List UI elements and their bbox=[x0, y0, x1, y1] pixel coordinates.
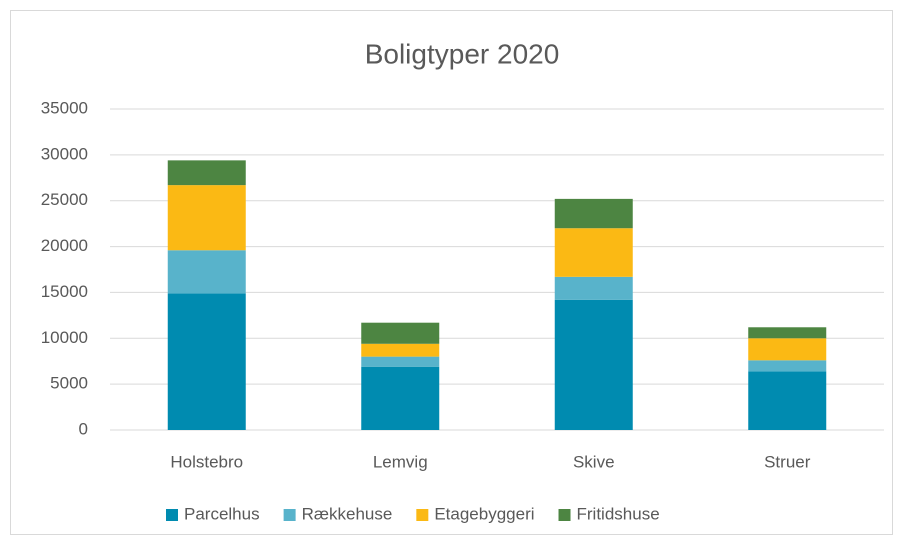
bar-segment bbox=[361, 322, 440, 344]
legend-swatch bbox=[166, 509, 178, 521]
legend-swatch bbox=[283, 509, 296, 521]
bar-segment bbox=[167, 160, 246, 186]
y-tick-label: 30000 bbox=[41, 144, 88, 163]
legend-label: Fritidshuse bbox=[577, 504, 660, 523]
y-tick-label: 25000 bbox=[41, 190, 88, 209]
legend-label: Etagebyggeri bbox=[434, 504, 534, 523]
bar-segment bbox=[554, 276, 633, 300]
legend-label: Parcelhus bbox=[184, 504, 260, 523]
y-tick-label: 10000 bbox=[41, 328, 88, 347]
y-tick-label: 0 bbox=[79, 419, 88, 438]
y-tick-label: 15000 bbox=[41, 282, 88, 301]
bar-segment bbox=[748, 360, 827, 372]
y-tick-label: 35000 bbox=[41, 98, 88, 117]
bar-segment bbox=[554, 198, 633, 229]
bar-segment bbox=[361, 356, 440, 367]
x-tick-label: Struer bbox=[764, 452, 811, 471]
chart-border bbox=[10, 10, 893, 535]
legend-swatch bbox=[558, 509, 571, 521]
bar-segment bbox=[748, 371, 827, 430]
x-tick-label: Holstebro bbox=[170, 452, 243, 471]
bar-segment bbox=[748, 338, 827, 361]
legend-label: Rækkehuse bbox=[302, 504, 393, 523]
bar-segment bbox=[361, 366, 440, 430]
y-tick-label: 5000 bbox=[50, 374, 88, 393]
bar-segment bbox=[167, 185, 246, 251]
x-tick-label: Skive bbox=[573, 452, 615, 471]
bar-segment bbox=[167, 293, 246, 430]
y-tick-label: 20000 bbox=[41, 236, 88, 255]
legend-swatch bbox=[416, 509, 429, 521]
bar-segment bbox=[167, 250, 246, 294]
chart-title: Boligtyper 2020 bbox=[365, 38, 560, 69]
bar-segment bbox=[554, 299, 633, 430]
x-tick-label: Lemvig bbox=[373, 452, 428, 471]
bar-segment bbox=[554, 228, 633, 277]
bar-segment bbox=[748, 327, 827, 339]
bar-segment bbox=[361, 343, 440, 357]
